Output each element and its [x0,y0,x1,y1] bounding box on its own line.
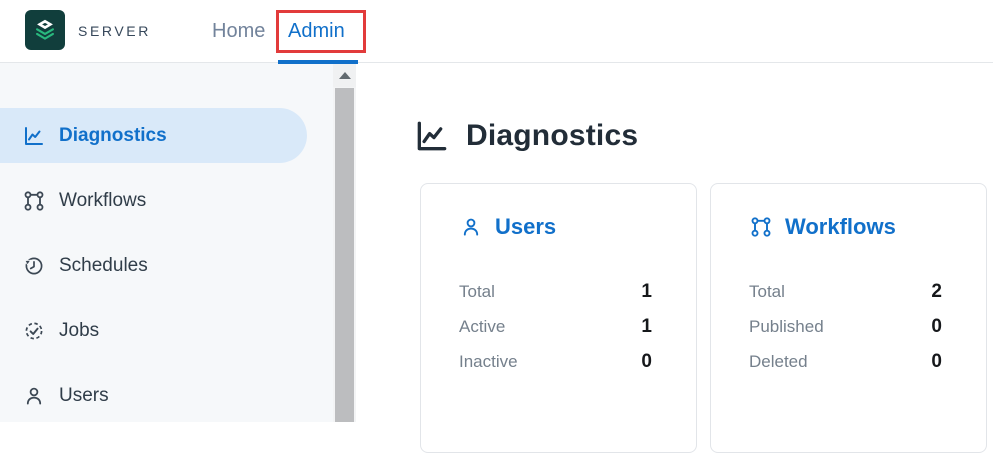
sidebar-item-label: Jobs [59,319,100,341]
sidebar-item-workflows[interactable]: Workflows [0,173,307,228]
check-circle-icon [25,322,43,339]
workflows-summary-card: Workflows Total 2 Published 0 Deleted 0 [710,183,987,453]
stat-label: Inactive [459,351,518,371]
sidebar-item-jobs[interactable]: Jobs [0,303,307,358]
stat-label: Active [459,316,506,336]
workflow-icon [24,190,44,211]
server-logo-icon [36,19,54,40]
chart-line-icon [417,121,447,151]
app-logo[interactable] [25,10,65,50]
sidebar-item-schedules[interactable]: Schedules [0,238,307,293]
stat-rows: Total 1 Active 1 Inactive 0 [459,274,652,379]
users-card-link[interactable]: Users [459,214,556,240]
sidebar-item-label: Schedules [59,254,148,276]
stat-value: 0 [931,350,942,372]
app-header: SERVER Home Admin [0,0,993,64]
sidebar-item-diagnostics[interactable]: Diagnostics [0,108,307,163]
workflows-card-link[interactable]: Workflows [749,214,896,240]
stat-label: Deleted [749,351,808,371]
chart-line-icon [25,126,43,145]
brand-name: SERVER [78,23,151,39]
stat-value: 0 [641,350,652,372]
stat-rows: Total 2 Published 0 Deleted 0 [749,274,942,379]
sidebar-item-label: Users [59,384,109,406]
stat-row: Deleted 0 [749,344,942,379]
admin-sidebar: Diagnostics Workflows Schedules Jobs [0,63,333,422]
stat-label: Total [459,281,495,301]
nav-tab-home[interactable]: Home [212,19,266,42]
history-clock-icon [24,257,43,274]
stat-row: Total 1 [459,274,652,309]
stat-row: Published 0 [749,309,942,344]
stat-value: 2 [931,280,942,302]
stat-row: Inactive 0 [459,344,652,379]
user-icon [26,387,42,404]
stat-label: Published [749,316,824,336]
scrollbar-up-arrow[interactable] [333,63,356,87]
card-title: Users [495,214,557,239]
sidebar-item-users[interactable]: Users [0,368,307,423]
page-heading: Diagnostics [413,117,638,155]
stat-value: 0 [931,315,942,337]
stat-row: Active 1 [459,309,652,344]
stat-label: Total [749,281,785,301]
main-content: Diagnostics Users Total 1 Active 1 [356,63,993,453]
workflow-icon [751,217,771,237]
card-title: Workflows [785,214,896,239]
page-title: Diagnostics [466,119,639,152]
sidebar-scrollbar[interactable] [333,63,356,422]
sidebar-item-label: Diagnostics [59,124,167,146]
nav-tab-admin[interactable]: Admin [288,19,345,42]
scrollbar-thumb[interactable] [335,88,354,422]
stat-cards: Users Total 1 Active 1 Inactive 0 [420,183,987,453]
sidebar-item-label: Workflows [59,189,147,211]
active-tab-indicator [278,60,358,64]
stat-row: Total 2 [749,274,942,309]
up-triangle-icon [338,71,351,79]
user-icon [463,218,479,236]
stat-value: 1 [641,280,652,302]
users-summary-card: Users Total 1 Active 1 Inactive 0 [420,183,697,453]
stat-value: 1 [641,315,652,337]
